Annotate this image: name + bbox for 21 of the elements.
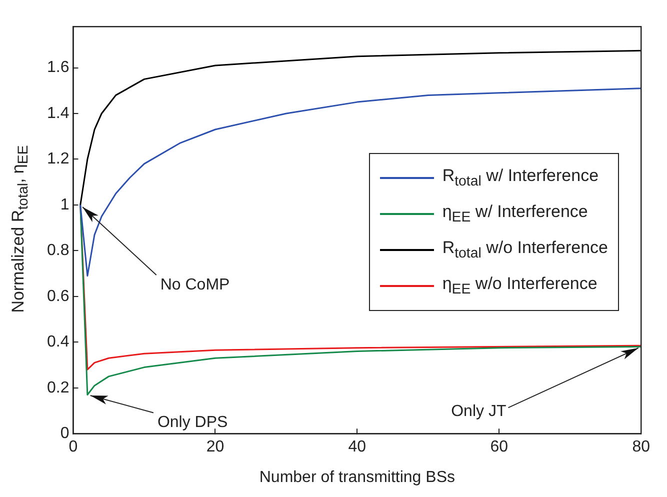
- annotation: Only DPS: [157, 414, 228, 432]
- legend-label: R$_{total}$ w/ Interference: [442, 166, 599, 190]
- y-tick-label: 0: [60, 425, 70, 442]
- x-tick-label: 60: [490, 438, 508, 456]
- annotation: Only JT: [451, 403, 506, 420]
- y-tick-label: 0.2: [46, 379, 70, 396]
- y-tick-label: 0.8: [46, 242, 70, 260]
- legend-label: η$_{EE}$ w/o Interference: [442, 274, 598, 298]
- x-tick-label: 20: [206, 438, 224, 456]
- x-tick-label: 80: [632, 438, 650, 456]
- y-tick-label: 1.2: [46, 150, 70, 168]
- legend-label: η$_{EE}$ w/ Interference: [442, 202, 588, 226]
- y-tick-label: 1.4: [46, 104, 70, 122]
- annotation: No CoMP: [160, 276, 230, 294]
- y-tick-label: 0.4: [46, 334, 70, 351]
- y-tick-label: 1: [60, 196, 70, 214]
- y-tick-label: 1.6: [46, 59, 70, 76]
- y-tick-label: 0.6: [46, 288, 70, 305]
- legend-label: R$_{total}$ w/o Interference: [442, 238, 608, 262]
- x-axis-title: Number of transmitting BSs: [259, 468, 455, 486]
- x-tick-label: 40: [348, 438, 366, 456]
